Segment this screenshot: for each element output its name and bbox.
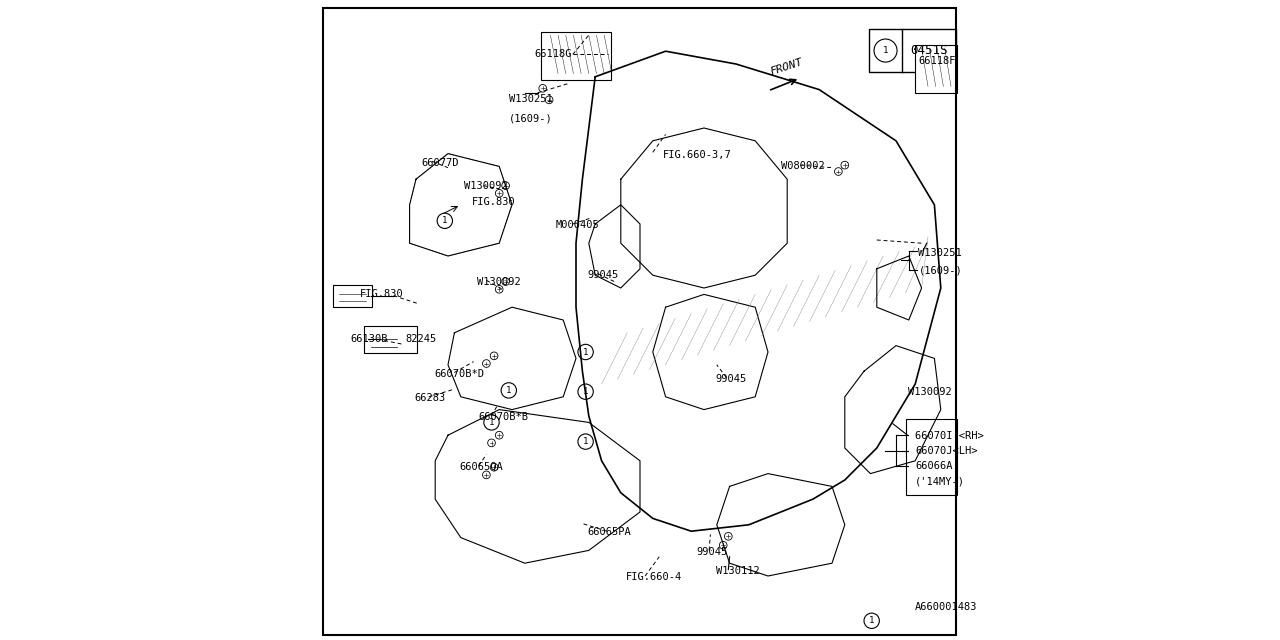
- Text: M000405: M000405: [556, 220, 599, 230]
- Text: 1: 1: [883, 46, 888, 55]
- Text: (1609-): (1609-): [919, 265, 963, 275]
- Text: 66118F: 66118F: [919, 56, 956, 66]
- Text: 1: 1: [442, 216, 448, 225]
- Text: W130092: W130092: [477, 276, 521, 287]
- Text: W130251: W130251: [508, 94, 553, 104]
- Text: 1: 1: [582, 348, 589, 356]
- Text: W130251: W130251: [919, 248, 963, 258]
- FancyBboxPatch shape: [333, 285, 372, 307]
- FancyBboxPatch shape: [540, 32, 612, 80]
- Text: 99045: 99045: [588, 270, 618, 280]
- Text: 66077D: 66077D: [421, 158, 458, 168]
- Text: FIG.830: FIG.830: [361, 289, 404, 300]
- Text: 66070B*B: 66070B*B: [479, 412, 529, 422]
- Text: 0451S: 0451S: [910, 44, 947, 57]
- Text: W080002: W080002: [781, 161, 824, 172]
- Text: 99045: 99045: [716, 374, 746, 384]
- Text: 1: 1: [582, 387, 589, 396]
- Text: 66118G: 66118G: [535, 49, 572, 60]
- Text: 66065PA: 66065PA: [588, 527, 631, 538]
- Text: 66066A: 66066A: [915, 461, 952, 471]
- Text: FRONT: FRONT: [769, 57, 804, 77]
- Text: 99045: 99045: [696, 547, 727, 557]
- Text: 82245: 82245: [406, 334, 436, 344]
- Text: 1: 1: [489, 418, 494, 427]
- Text: 66065QA: 66065QA: [460, 462, 503, 472]
- Text: FIG.830: FIG.830: [472, 196, 516, 207]
- Text: 1: 1: [506, 386, 512, 395]
- Text: W130112: W130112: [716, 566, 759, 576]
- Text: W130092: W130092: [908, 387, 951, 397]
- Text: ('14MY-): ('14MY-): [915, 476, 965, 486]
- Text: 66283: 66283: [415, 393, 445, 403]
- Text: 66070B*D: 66070B*D: [434, 369, 484, 380]
- Text: FIG.660-4: FIG.660-4: [626, 572, 682, 582]
- Text: W130092: W130092: [465, 180, 508, 191]
- Text: (1609-): (1609-): [508, 113, 553, 124]
- FancyBboxPatch shape: [915, 45, 957, 93]
- FancyBboxPatch shape: [869, 29, 955, 72]
- Text: FIG.660-3,7: FIG.660-3,7: [663, 150, 731, 160]
- Text: 66070I <RH>: 66070I <RH>: [915, 431, 984, 442]
- Text: 1: 1: [582, 437, 589, 446]
- FancyBboxPatch shape: [906, 419, 957, 495]
- Text: A660001483: A660001483: [915, 602, 978, 612]
- Text: 66130B: 66130B: [351, 334, 388, 344]
- Text: 66070J<LH>: 66070J<LH>: [915, 446, 978, 456]
- FancyBboxPatch shape: [364, 326, 417, 353]
- Text: 1: 1: [869, 616, 874, 625]
